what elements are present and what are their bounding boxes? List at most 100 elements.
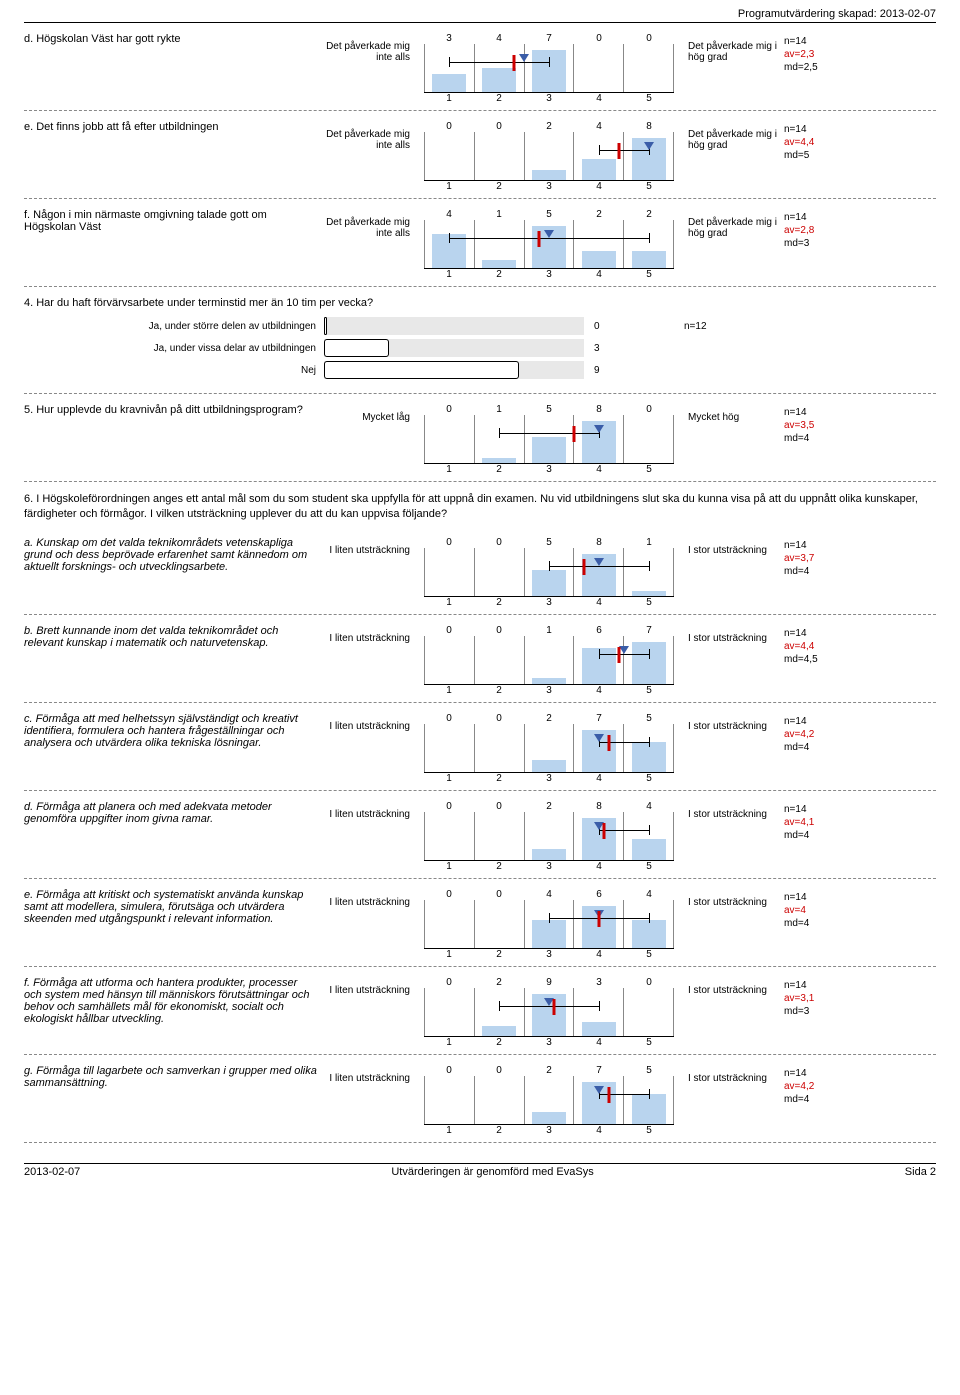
- stat-md: md=4: [784, 829, 844, 842]
- hbar-row: Ja, under vissa delar av utbildningen 3: [24, 339, 936, 357]
- divider: [24, 110, 936, 111]
- anchor-left: Mycket låg: [324, 404, 414, 423]
- anchor-left: I liten utsträckning: [324, 625, 414, 644]
- stat-md: md=4,5: [784, 653, 844, 666]
- chart-axis: 12345: [424, 268, 674, 280]
- stat-av: av=3,1: [784, 992, 844, 1005]
- hbar-n: n=12: [644, 321, 707, 332]
- hbar-row: Ja, under större delen av utbildningen 0n…: [24, 317, 936, 335]
- likert-row: a. Kunskap om det valda teknikområdets v…: [24, 537, 936, 608]
- footer-date: 2013-02-07: [24, 1166, 80, 1178]
- footer: 2013-02-07 Utvärderingen är genomförd me…: [24, 1163, 936, 1178]
- anchor-left: I liten utsträckning: [324, 801, 414, 820]
- anchor-right: I stor utsträckning: [684, 801, 784, 820]
- anchor-left: Det påverkade mig inte alls: [324, 33, 414, 63]
- chart-bars: [424, 44, 674, 92]
- likert-row: e. Förmåga att kritiskt och systematiskt…: [24, 889, 936, 960]
- chart-counts: 00275: [424, 713, 674, 724]
- likert-row: b. Brett kunnande inom det valda tekniko…: [24, 625, 936, 696]
- section6-intro: 6. I Högskoleförordningen anges ett anta…: [24, 492, 936, 523]
- chart-bars: [424, 724, 674, 772]
- question-label: f. Någon i min närmaste omgivning talade…: [24, 209, 267, 233]
- anchor-right: I stor utsträckning: [684, 889, 784, 908]
- stat-av: av=3,5: [784, 419, 844, 432]
- question-label: f. Förmåga att utforma och hantera produ…: [24, 977, 310, 1025]
- chart-counts: 41522: [424, 209, 674, 220]
- stat-md: md=3: [784, 237, 844, 250]
- question-label: a. Kunskap om det valda teknikområdets v…: [24, 537, 307, 573]
- likert-row: d. Förmåga att planera och med adekvata …: [24, 801, 936, 872]
- question-label: d. Förmåga att planera och med adekvata …: [24, 801, 272, 825]
- chart-counts: 02930: [424, 977, 674, 988]
- likert-row: c. Förmåga att med helhetssyn självständ…: [24, 713, 936, 784]
- stat-md: md=4: [784, 1093, 844, 1106]
- anchor-right: Det påverkade mig i hög grad: [684, 33, 784, 63]
- anchor-left: I liten utsträckning: [324, 713, 414, 732]
- stat-md: md=5: [784, 149, 844, 162]
- stat-av: av=4,2: [784, 728, 844, 741]
- anchor-left: I liten utsträckning: [324, 1065, 414, 1084]
- stat-n: n=14: [784, 803, 844, 816]
- stat-n: n=14: [784, 1067, 844, 1080]
- hbar-value: 3: [584, 343, 644, 354]
- anchor-left: I liten utsträckning: [324, 889, 414, 908]
- stat-md: md=4: [784, 741, 844, 754]
- chart-bars: [424, 132, 674, 180]
- divider: [24, 286, 936, 287]
- footer-center: Utvärderingen är genomförd med EvaSys: [391, 1166, 593, 1178]
- footer-right: Sida 2: [905, 1166, 936, 1178]
- chart-axis: 12345: [424, 596, 674, 608]
- hbar-label: Ja, under större delen av utbildningen: [24, 321, 324, 332]
- likert-row: 5. Hur upplevde du kravnivån på ditt utb…: [24, 404, 936, 475]
- chart-bars: [424, 548, 674, 596]
- anchor-right: I stor utsträckning: [684, 1065, 784, 1084]
- chart-axis: 12345: [424, 860, 674, 872]
- likert-row: g. Förmåga till lagarbete och samverkan …: [24, 1065, 936, 1136]
- chart-bars: [424, 1076, 674, 1124]
- hbar-label: Ja, under vissa delar av utbildningen: [24, 343, 324, 354]
- chart-counts: 00275: [424, 1065, 674, 1076]
- chart-axis: 12345: [424, 948, 674, 960]
- question-label: g. Förmåga till lagarbete och samverkan …: [24, 1065, 317, 1089]
- stat-n: n=14: [784, 406, 844, 419]
- chart-bars: [424, 220, 674, 268]
- chart-axis: 12345: [424, 92, 674, 104]
- chart-counts: 01580: [424, 404, 674, 415]
- stat-md: md=4: [784, 565, 844, 578]
- likert-row: e. Det finns jobb att få efter utbildnin…: [24, 121, 936, 192]
- chart-counts: 00581: [424, 537, 674, 548]
- chart-counts: 00284: [424, 801, 674, 812]
- chart-axis: 12345: [424, 772, 674, 784]
- chart-bars: [424, 988, 674, 1036]
- stat-n: n=14: [784, 715, 844, 728]
- stat-md: md=3: [784, 1005, 844, 1018]
- chart-axis: 12345: [424, 1124, 674, 1136]
- stat-av: av=4,4: [784, 136, 844, 149]
- divider: [24, 878, 936, 879]
- chart-bars: [424, 415, 674, 463]
- stat-md: md=4: [784, 917, 844, 930]
- question-label: e. Det finns jobb att få efter utbildnin…: [24, 121, 218, 133]
- stat-av: av=4,1: [784, 816, 844, 829]
- anchor-left: I liten utsträckning: [324, 537, 414, 556]
- divider: [24, 198, 936, 199]
- stat-md: md=2,5: [784, 61, 844, 74]
- hbar-value: 0: [584, 321, 644, 332]
- anchor-right: I stor utsträckning: [684, 713, 784, 732]
- chart-bars: [424, 812, 674, 860]
- likert-row: d. Högskolan Väst har gott rykteDet påve…: [24, 33, 936, 104]
- stat-av: av=4,4: [784, 640, 844, 653]
- divider: [24, 966, 936, 967]
- anchor-left: Det påverkade mig inte alls: [324, 121, 414, 151]
- anchor-right: I stor utsträckning: [684, 977, 784, 996]
- chart-bars: [424, 900, 674, 948]
- anchor-left: Det påverkade mig inte alls: [324, 209, 414, 239]
- question-label: e. Förmåga att kritiskt och systematiskt…: [24, 889, 303, 925]
- hbar-row: Nej9: [24, 361, 936, 379]
- hbar-label: Nej: [24, 365, 324, 376]
- divider: [24, 393, 936, 394]
- likert-row: f. Någon i min närmaste omgivning talade…: [24, 209, 936, 280]
- divider: [24, 1054, 936, 1055]
- divider: [24, 702, 936, 703]
- chart-axis: 12345: [424, 1036, 674, 1048]
